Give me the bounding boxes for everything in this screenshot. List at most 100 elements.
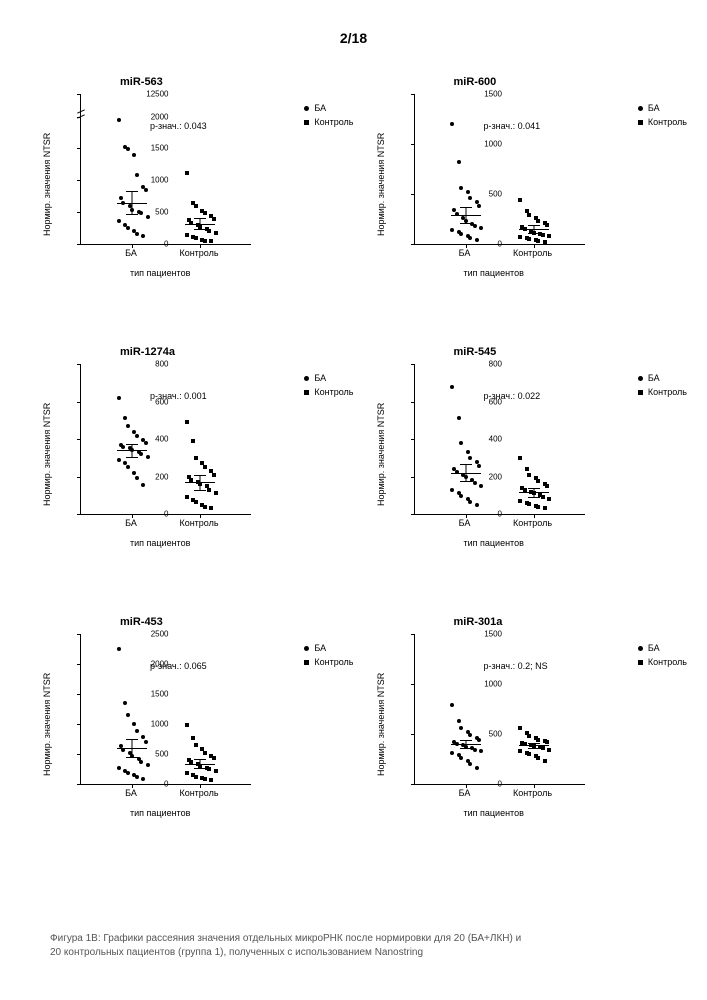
legend-item-ctrl: Контроль — [638, 115, 687, 129]
y-tick-label: 1500 — [484, 630, 502, 639]
data-point-square — [518, 198, 522, 202]
y-tick-label: 2500 — [151, 630, 169, 639]
data-point-square — [194, 775, 198, 779]
data-point-dot — [135, 476, 139, 480]
legend-marker-square — [638, 120, 643, 125]
y-tick — [411, 402, 415, 403]
caption-line-1: Фигура 1B: Графики рассеяния значения от… — [50, 933, 521, 944]
data-point-dot — [117, 118, 121, 122]
data-point-square — [543, 506, 547, 510]
data-point-dot — [126, 147, 130, 151]
data-point-dot — [468, 196, 472, 200]
legend-item-ba: БА — [638, 371, 687, 385]
y-tick — [77, 148, 81, 149]
data-point-square — [545, 740, 549, 744]
panel-title: miR-453 — [120, 616, 163, 628]
panel-title: miR-600 — [454, 76, 497, 88]
pval-value: 0.2; NS — [518, 661, 548, 671]
data-point-dot — [473, 224, 477, 228]
data-point-dot — [450, 488, 454, 492]
x-tick-label: БА — [459, 788, 471, 798]
y-tick — [77, 180, 81, 181]
y-tick-label: 500 — [489, 190, 502, 199]
y-tick — [411, 514, 415, 515]
y-tick — [411, 734, 415, 735]
scatter-panel: miR-545БАКонтроль0200400600800БАКонтроль… — [364, 346, 678, 586]
data-point-square — [541, 746, 545, 750]
data-point-dot — [450, 751, 454, 755]
data-point-dot — [475, 766, 479, 770]
y-tick — [411, 364, 415, 365]
panel-title: miR-301a — [454, 616, 503, 628]
y-tick-label: 2000 — [151, 112, 169, 121]
y-axis-label: Нормир. значения NTSR — [42, 673, 52, 776]
error-cap — [528, 743, 540, 744]
mean-line — [117, 450, 147, 451]
y-tick-label: 0 — [498, 240, 502, 249]
y-tick — [411, 144, 415, 145]
data-point-dot — [135, 434, 139, 438]
data-point-square — [536, 239, 540, 243]
legend-item-ctrl: Контроль — [304, 655, 353, 669]
error-cap — [126, 444, 138, 445]
data-point-square — [185, 171, 189, 175]
pval-prefix: p-знач.: — [484, 121, 516, 131]
y-tick-label: 500 — [489, 730, 502, 739]
legend-label-ctrl: Контроль — [314, 385, 353, 399]
data-point-square — [185, 771, 189, 775]
legend-item-ba: БА — [304, 371, 353, 385]
x-tick-label: Контроль — [513, 788, 552, 798]
data-point-square — [545, 223, 549, 227]
error-cap — [126, 757, 138, 758]
error-cap — [126, 191, 138, 192]
data-point-dot — [126, 424, 130, 428]
data-point-dot — [123, 701, 127, 705]
x-axis-label: тип пациентов — [130, 268, 190, 278]
x-tick-label: Контроль — [179, 518, 218, 528]
y-tick — [77, 439, 81, 440]
data-point-square — [523, 488, 527, 492]
y-tick-label: 400 — [489, 435, 502, 444]
data-point-square — [536, 756, 540, 760]
panel-title: miR-545 — [454, 346, 497, 358]
y-axis-label: Нормир. значения NTSR — [42, 403, 52, 506]
pval-prefix: p-знач.: — [150, 391, 182, 401]
data-point-dot — [117, 766, 121, 770]
data-point-dot — [117, 396, 121, 400]
p-value-label: p-знач.: 0.065 — [150, 661, 207, 671]
error-cap — [460, 748, 472, 749]
data-point-square — [518, 235, 522, 239]
legend-marker-dot — [638, 106, 643, 111]
data-point-square — [547, 748, 551, 752]
legend-marker-square — [304, 390, 309, 395]
mean-line — [185, 764, 215, 765]
data-point-square — [212, 756, 216, 760]
y-tick — [411, 439, 415, 440]
legend-item-ctrl: Контроль — [304, 115, 353, 129]
scatter-panel: miR-301aБАКонтроль050010001500БАКонтроль… — [364, 616, 678, 856]
y-tick — [77, 212, 81, 213]
legend-marker-square — [638, 660, 643, 665]
plot-area — [80, 634, 251, 785]
scatter-panel: miR-600БАКонтроль050010001500БАКонтрольН… — [364, 76, 678, 316]
error-cap — [528, 748, 540, 749]
data-point-square — [194, 500, 198, 504]
plot-area — [414, 94, 585, 245]
data-point-dot — [132, 430, 136, 434]
legend-marker-square — [304, 660, 309, 665]
data-point-dot — [135, 232, 139, 236]
figure-caption: Фигура 1B: Графики рассеяния значения от… — [50, 932, 657, 960]
legend: БАКонтроль — [638, 371, 687, 399]
data-point-square — [541, 233, 545, 237]
x-tick-label: БА — [125, 518, 137, 528]
y-tick — [77, 784, 81, 785]
legend-item-ba: БА — [304, 641, 353, 655]
axis-break-mark — [77, 109, 85, 113]
data-point-square — [185, 420, 189, 424]
pval-value: 0.001 — [184, 391, 207, 401]
data-point-dot — [126, 226, 130, 230]
p-value-label: p-знач.: 0.2; NS — [484, 661, 548, 671]
data-point-square — [525, 467, 529, 471]
data-point-square — [536, 479, 540, 483]
data-point-square — [203, 465, 207, 469]
